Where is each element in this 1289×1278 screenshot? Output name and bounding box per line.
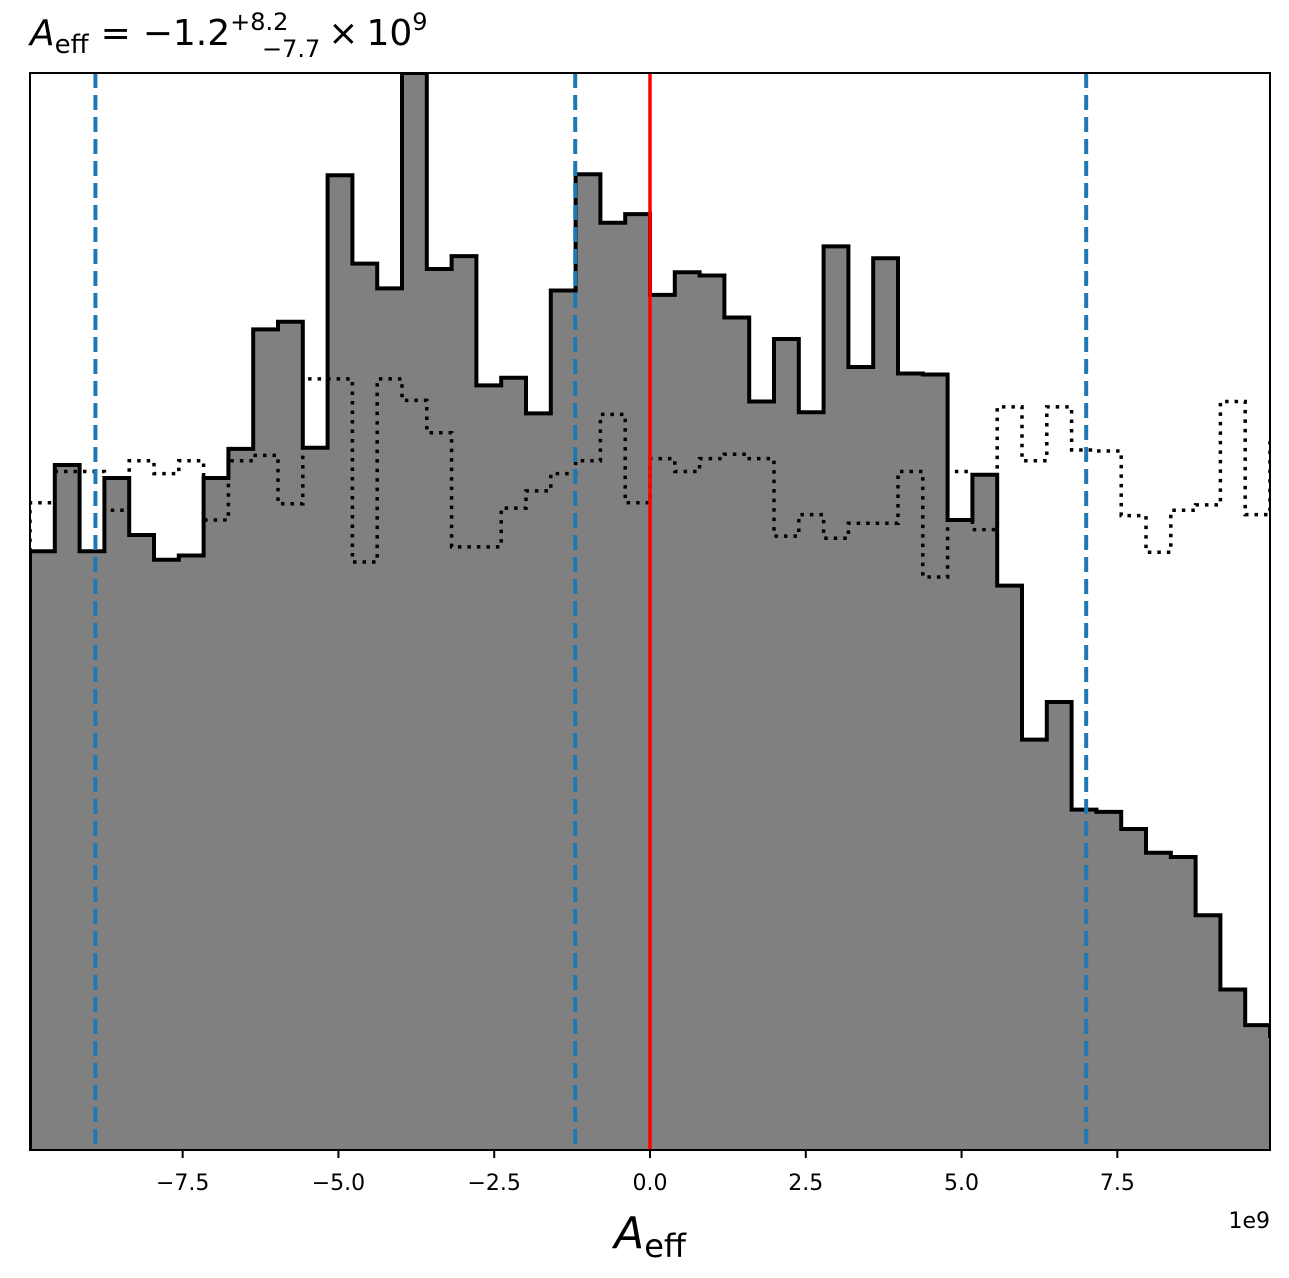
- posterior-bar: [625, 214, 651, 1150]
- posterior-bar: [402, 73, 428, 1150]
- x-axis: −7.5 −5.0 −2.5 0.0 2.5 5.0 7.5: [156, 1150, 1135, 1196]
- chart-title: Aeff = −1.2+8.2 −7.7 × 109: [28, 8, 428, 63]
- posterior-bar: [79, 551, 105, 1150]
- title-times: ×: [328, 13, 358, 54]
- posterior-bar: [1270, 1036, 1289, 1150]
- posterior-bar: [873, 258, 899, 1150]
- posterior-bar: [699, 275, 725, 1150]
- posterior-bar: [650, 294, 676, 1150]
- posterior-bar: [1022, 739, 1048, 1150]
- posterior-bar: [674, 272, 701, 1150]
- posterior-bar: [1245, 1025, 1270, 1150]
- posterior-bar: [178, 555, 205, 1150]
- posterior-bar: [1096, 811, 1122, 1150]
- posterior-step-outline: [30, 73, 1270, 1150]
- x-tick-label: 2.5: [788, 1171, 823, 1196]
- title-upper-error: +8.2: [230, 8, 288, 36]
- x-axis-offset-label: 1e9: [1228, 1209, 1270, 1234]
- posterior-bar: [278, 321, 304, 1150]
- posterior-bar: [377, 288, 403, 1150]
- posterior-bar: [997, 585, 1023, 1150]
- posterior-bar: [302, 447, 329, 1150]
- posterior-bar: [30, 551, 56, 1150]
- title-subscript: eff: [55, 30, 90, 60]
- posterior-bar: [352, 263, 378, 1150]
- posterior-bar: [1121, 829, 1147, 1150]
- x-tick-label: 5.0: [944, 1171, 979, 1196]
- posterior-bar: [1046, 701, 1073, 1150]
- posterior-bar: [1170, 857, 1197, 1150]
- posterior-bar: [203, 477, 229, 1150]
- posterior-bar: [972, 474, 998, 1150]
- posterior-bar: [327, 175, 353, 1150]
- x-tick-label: −7.5: [156, 1171, 209, 1196]
- posterior-bar: [54, 465, 81, 1150]
- title-value: −1.2: [143, 13, 230, 54]
- x-axis-label: Aeff: [611, 1208, 687, 1265]
- posterior-bar: [898, 373, 924, 1150]
- posterior-bar: [253, 329, 279, 1150]
- posterior-bar: [1195, 915, 1221, 1150]
- x-tick-label: −2.5: [468, 1171, 521, 1196]
- posterior-bar: [426, 269, 453, 1150]
- posterior-bar: [104, 477, 130, 1150]
- posterior-bar: [476, 385, 502, 1150]
- posterior-bar: [154, 559, 180, 1150]
- x-tick-label: −5.0: [312, 1171, 365, 1196]
- prior-step-line: [30, 377, 1270, 1150]
- x-tick-label: 0.0: [633, 1171, 668, 1196]
- posterior-bar: [526, 413, 552, 1150]
- posterior-bar: [848, 367, 874, 1150]
- posterior-bar: [922, 374, 949, 1150]
- posterior-bar: [1220, 989, 1246, 1150]
- posterior-bar: [600, 222, 626, 1150]
- title-lower-error: −7.7: [262, 35, 320, 63]
- plot-area: [30, 73, 1289, 1150]
- posterior-bar: [774, 339, 800, 1150]
- posterior-bar: [798, 412, 825, 1150]
- posterior-bar: [550, 290, 577, 1150]
- posterior-bar: [749, 401, 775, 1150]
- title-symbol: A: [28, 13, 55, 54]
- posterior-bar: [129, 535, 155, 1150]
- posterior-bar: [947, 519, 973, 1150]
- posterior-bar: [823, 246, 849, 1150]
- posterior-bar: [451, 256, 477, 1150]
- posterior-bar: [501, 377, 527, 1150]
- posterior-bar: [575, 174, 601, 1150]
- x-tick-label: 7.5: [1100, 1171, 1135, 1196]
- posterior-bar: [1146, 852, 1172, 1150]
- posterior-bar: [724, 317, 750, 1150]
- title-base: 10: [366, 13, 412, 54]
- posterior-bar: [228, 448, 254, 1150]
- xlabel-symbol: A: [611, 1208, 644, 1259]
- xlabel-subscript: eff: [644, 1227, 687, 1265]
- title-relation: =: [101, 13, 131, 54]
- title-exponent: 9: [412, 8, 427, 36]
